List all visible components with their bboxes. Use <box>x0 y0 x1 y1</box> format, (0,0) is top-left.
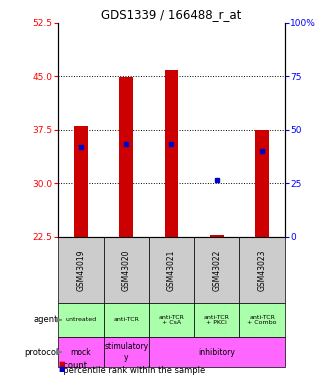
Text: anti-TCR
+ CsA: anti-TCR + CsA <box>159 315 184 326</box>
Text: count: count <box>58 361 87 370</box>
Text: ■: ■ <box>58 366 65 372</box>
Text: inhibitory: inhibitory <box>198 348 235 357</box>
Text: mock: mock <box>71 348 91 357</box>
Bar <box>194 303 239 337</box>
Text: GSM43021: GSM43021 <box>167 249 176 291</box>
Text: percentile rank within the sample: percentile rank within the sample <box>58 366 205 375</box>
Text: GSM43023: GSM43023 <box>257 249 267 291</box>
Bar <box>104 237 149 303</box>
Bar <box>210 235 223 237</box>
Text: agent: agent <box>34 315 58 324</box>
Bar <box>194 237 239 303</box>
Bar <box>149 237 194 303</box>
Bar <box>74 126 88 237</box>
Bar <box>165 70 178 237</box>
Bar <box>149 303 194 337</box>
Text: GSM43020: GSM43020 <box>122 249 131 291</box>
Text: stimulatory
y: stimulatory y <box>104 342 148 362</box>
Bar <box>149 337 285 368</box>
Bar <box>120 78 133 237</box>
Bar <box>58 237 104 303</box>
Bar <box>239 237 285 303</box>
Bar <box>239 303 285 337</box>
Bar <box>58 337 104 368</box>
Text: GSM43022: GSM43022 <box>212 249 221 291</box>
Bar <box>58 303 104 337</box>
Text: anti-TCR: anti-TCR <box>113 317 139 322</box>
Text: anti-TCR
+ Combo: anti-TCR + Combo <box>247 315 277 326</box>
Bar <box>104 303 149 337</box>
Text: anti-TCR
+ PKCi: anti-TCR + PKCi <box>204 315 230 326</box>
Text: GSM43019: GSM43019 <box>76 249 86 291</box>
Text: untreated: untreated <box>65 317 97 322</box>
Text: protocol: protocol <box>24 348 58 357</box>
Title: GDS1339 / 166488_r_at: GDS1339 / 166488_r_at <box>101 8 242 21</box>
Bar <box>255 130 269 237</box>
Text: ■: ■ <box>58 361 65 367</box>
Bar <box>104 337 149 368</box>
